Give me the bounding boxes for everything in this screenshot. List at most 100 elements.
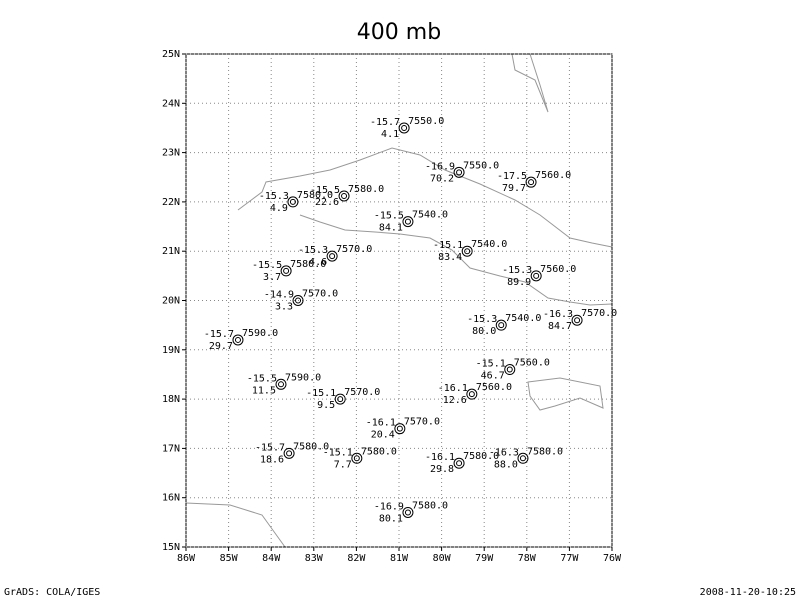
- station-marker: [571, 314, 583, 326]
- station-temperature: -15.7: [370, 117, 400, 128]
- station-height: 7570.0: [404, 417, 440, 428]
- station-marker: [292, 295, 304, 306]
- station-height: 7590.0: [242, 328, 278, 339]
- station-marker-inner: [456, 460, 463, 467]
- y-tick-label: 22N: [162, 197, 180, 208]
- station-temperature: -15.5: [247, 373, 277, 384]
- y-tick-label: 23N: [162, 148, 180, 159]
- x-tick-label: 78W: [518, 553, 537, 564]
- station-dewpoint: 80.1: [379, 513, 403, 524]
- station-height: 7580.0: [297, 190, 333, 201]
- station-marker: [495, 319, 507, 331]
- station-marker-inner: [456, 169, 463, 176]
- station-dewpoint: 3.7: [263, 272, 281, 283]
- station-temperature: -15.1: [476, 359, 506, 370]
- x-tick-label: 86W: [177, 553, 196, 564]
- x-tick-label: 85W: [220, 553, 239, 564]
- coastline: [527, 377, 604, 411]
- station-temperature: -16.1: [425, 452, 455, 463]
- station-height: 7570.0: [344, 387, 380, 398]
- station-marker-inner: [506, 366, 513, 373]
- station-temperature: -17.5: [497, 171, 527, 182]
- station-marker: [280, 265, 292, 277]
- station-marker: [453, 166, 465, 178]
- station-marker-inner: [234, 336, 241, 343]
- station-height: 7580.0: [527, 446, 563, 457]
- station-temperature: -16.3: [543, 309, 573, 320]
- station-marker: [530, 270, 542, 282]
- station-marker-inner: [277, 381, 284, 388]
- station-height: 7540.0: [471, 239, 507, 250]
- station-dewpoint: 83.4: [438, 252, 462, 263]
- station-marker-inner: [289, 198, 296, 205]
- station-height: 7570.0: [336, 244, 372, 255]
- station-height: 7580.0: [290, 259, 326, 270]
- x-tick-label: 82W: [347, 553, 366, 564]
- coastline: [185, 502, 286, 548]
- station-marker: [453, 457, 465, 469]
- station-marker: [461, 245, 473, 257]
- station-temperature: -15.5: [310, 185, 340, 196]
- coastline: [511, 53, 549, 113]
- station-marker-inner: [464, 248, 471, 255]
- x-tick-label: 77W: [560, 553, 579, 564]
- station-dewpoint: 20.4: [371, 430, 395, 441]
- station-dewpoint: 29.8: [430, 464, 454, 475]
- station-marker: [402, 216, 414, 228]
- station-dewpoint: 11.5: [252, 385, 276, 396]
- coastline: [299, 214, 613, 306]
- station-dewpoint: 46.7: [481, 371, 505, 382]
- station-marker-inner: [404, 509, 411, 516]
- station-temperature: -15.1: [433, 240, 463, 251]
- station-dewpoint: 84.7: [548, 321, 572, 332]
- station-temperature: -16.1: [366, 418, 396, 429]
- station-marker: [275, 378, 287, 390]
- station-marker-inner: [341, 192, 348, 199]
- station-marker: [517, 452, 529, 464]
- station-height: 7570.0: [302, 289, 338, 300]
- station-marker: [326, 250, 338, 262]
- x-tick-label: 79W: [475, 553, 494, 564]
- station-height: 7580.0: [293, 441, 329, 452]
- station-dewpoint: 88.0: [494, 459, 518, 470]
- station-dewpoint: 29.7: [209, 341, 233, 352]
- station-dewpoint: 80.0: [472, 326, 496, 337]
- station-marker-inner: [468, 391, 475, 398]
- station-height: 7580.0: [361, 446, 397, 457]
- station-dewpoint: 79.7: [502, 183, 526, 194]
- station-marker-inner: [286, 450, 293, 457]
- station-height: 7590.0: [285, 372, 321, 383]
- station-height: 7580.0: [412, 500, 448, 511]
- station-temperature: -15.3: [467, 314, 497, 325]
- station-marker-inner: [519, 455, 526, 462]
- station-marker-inner: [295, 297, 302, 304]
- station-dewpoint: 89.9: [507, 277, 531, 288]
- station-marker: [402, 506, 414, 518]
- station-marker-inner: [329, 253, 336, 260]
- station-height: 7560.0: [540, 264, 576, 275]
- station-height: 7580.0: [348, 184, 384, 195]
- station-temperature: -15.3: [502, 265, 532, 276]
- station-temperature: -15.3: [259, 191, 289, 202]
- station-height: 7550.0: [408, 116, 444, 127]
- station-height: 7550.0: [463, 160, 499, 171]
- x-tick-label: 84W: [262, 553, 281, 564]
- station-temperature: -16.3: [489, 447, 519, 458]
- station-height: 7540.0: [412, 210, 448, 221]
- station-marker: [504, 364, 516, 376]
- y-tick-label: 21N: [162, 246, 180, 257]
- station-marker: [398, 122, 410, 134]
- station-marker: [466, 388, 478, 400]
- station-marker-inner: [528, 179, 535, 186]
- station-marker: [232, 334, 244, 346]
- station-marker: [525, 176, 537, 188]
- station-dewpoint: 12.6: [443, 395, 467, 406]
- station-dewpoint: 4.6: [309, 257, 327, 268]
- y-tick-label: 24N: [162, 98, 180, 109]
- coastlines: [185, 53, 613, 548]
- station-dewpoint: 84.1: [379, 223, 403, 234]
- station-marker: [338, 190, 350, 202]
- map-title: 400 mb: [357, 20, 441, 45]
- station-marker-inner: [401, 124, 408, 131]
- station-dewpoint: 18.6: [260, 454, 284, 465]
